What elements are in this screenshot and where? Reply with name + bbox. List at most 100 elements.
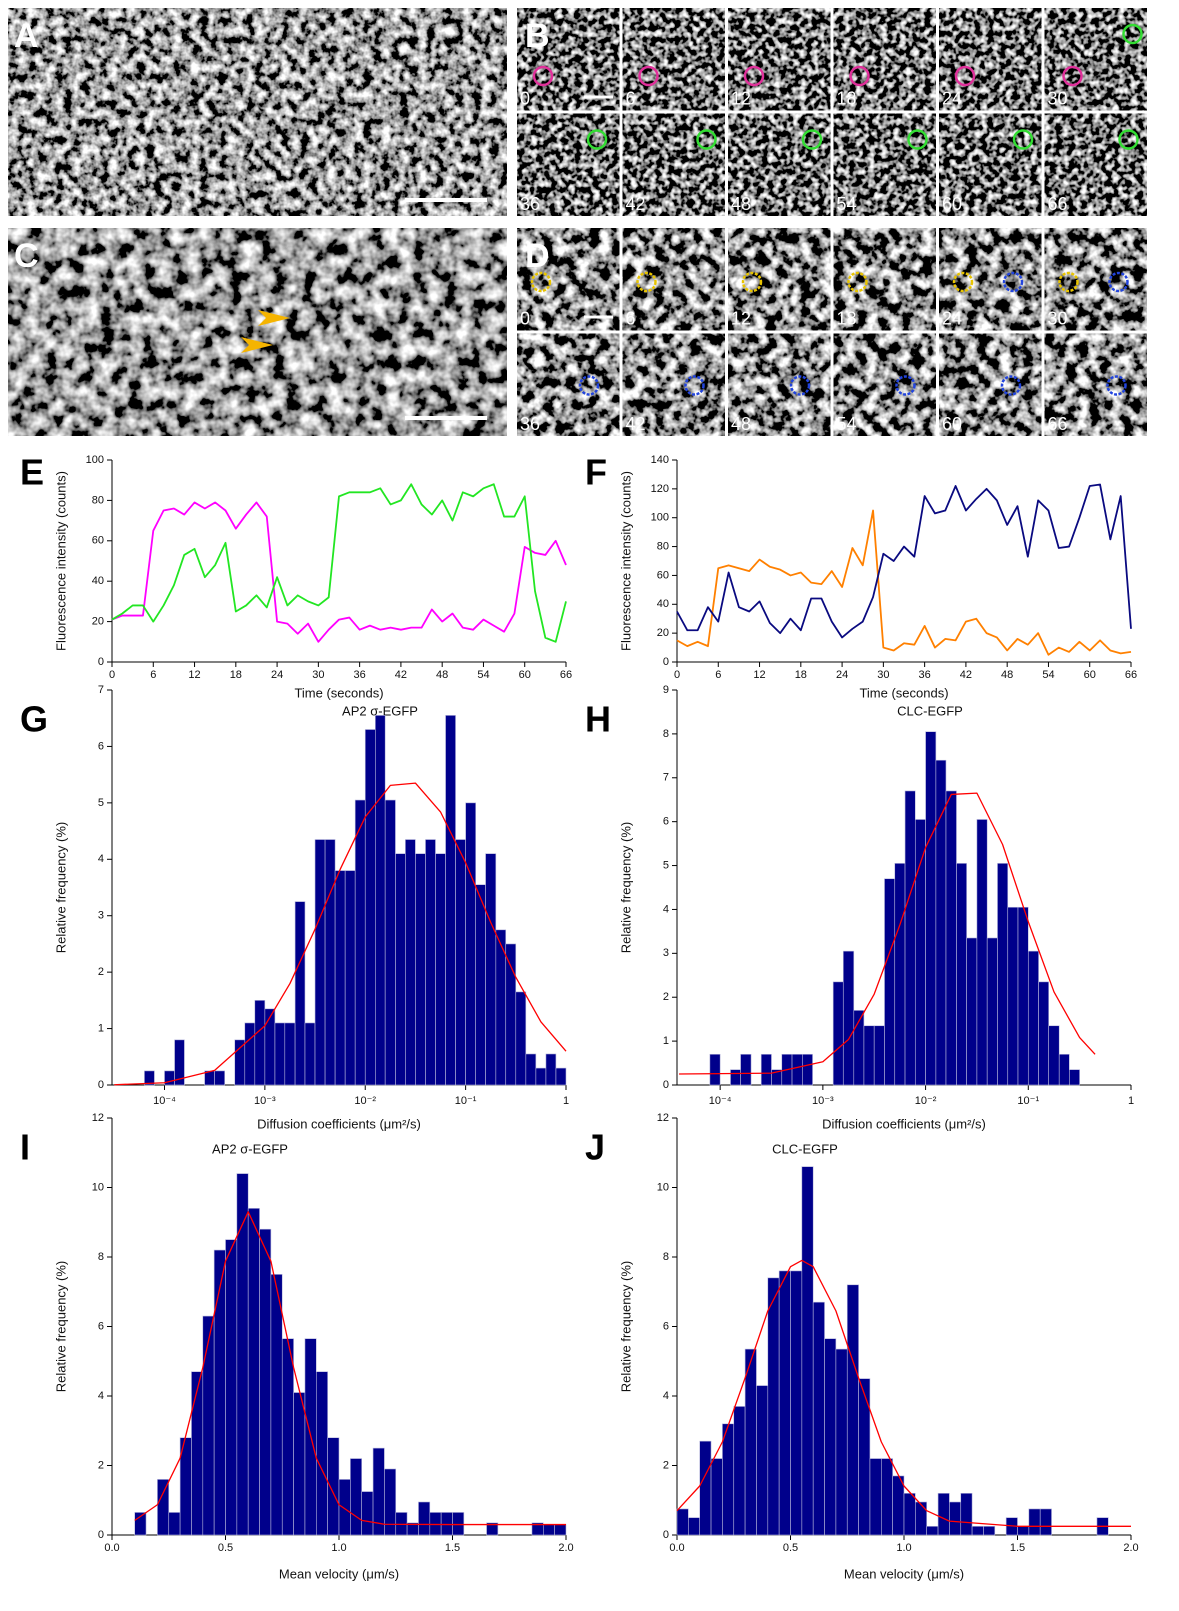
histogram-bar	[225, 1239, 238, 1536]
x-tick-label: 10⁻³	[254, 1095, 276, 1107]
x-tick-label: 2.0	[1123, 1542, 1138, 1554]
y-tick-label: 6	[98, 1320, 104, 1332]
frame-image	[517, 228, 620, 331]
frame-image	[728, 8, 831, 111]
chart-title: CLC-EGFP	[897, 703, 963, 718]
histogram-bar	[418, 1501, 431, 1536]
frame-image	[517, 113, 620, 216]
x-tick-label: 66	[560, 669, 572, 681]
fit-curve	[676, 1259, 1131, 1527]
histogram-bar	[710, 1458, 723, 1536]
y-tick-label: 2	[663, 1459, 669, 1471]
frame-time: 6	[626, 308, 636, 328]
histogram-bar	[465, 802, 476, 1086]
histogram-bar	[1048, 1025, 1060, 1086]
y-tick-label: 7	[98, 684, 104, 696]
histogram-bar	[812, 1301, 825, 1536]
tracking-circle	[1002, 271, 1024, 293]
histogram-bar	[452, 1512, 465, 1536]
frame-time: 0	[520, 88, 530, 108]
y-tick-label: 2	[663, 991, 669, 1003]
x-tick-label: 10⁻²	[354, 1095, 376, 1107]
histogram-bar	[315, 1371, 328, 1536]
histogram-bar	[174, 1039, 185, 1086]
y-tick-label: 6	[663, 1320, 669, 1332]
frame-image	[939, 228, 1042, 331]
histogram-bar	[842, 950, 855, 1086]
data-line	[676, 483, 1132, 639]
histogram-bar	[880, 1458, 893, 1536]
x-tick-label: 0	[674, 669, 680, 681]
micrograph	[8, 8, 507, 216]
histogram-bar	[168, 1512, 181, 1536]
histogram-bar	[688, 1517, 700, 1536]
y-tick-label: 8	[663, 728, 669, 740]
x-tick-label: 1.5	[1010, 1542, 1025, 1554]
y-tick-label: 2	[98, 966, 104, 978]
tracking-circle	[789, 375, 811, 396]
histogram-bar	[525, 1053, 537, 1086]
histogram-bar	[274, 1022, 286, 1086]
y-tick-label: 4	[663, 903, 669, 915]
frame-image	[939, 333, 1042, 436]
y-tick-label: 4	[98, 1390, 104, 1402]
chart-title: CLC-EGFP	[772, 1141, 838, 1156]
frame-time: 66	[1048, 194, 1068, 214]
frame-image	[622, 228, 725, 331]
frame-time: 6	[626, 88, 636, 108]
y-axis-title: Fluorescence intensity (counts)	[53, 471, 68, 651]
frame-image	[622, 8, 725, 111]
frame-time: 30	[1048, 308, 1068, 328]
histogram-bar	[760, 1053, 772, 1086]
x-tick-label: 10⁻²	[915, 1095, 937, 1107]
sequence-background	[517, 228, 1147, 436]
x-tick-label: 0	[109, 669, 115, 681]
panel-letter: E	[20, 452, 44, 493]
y-tick-label: 12	[657, 1112, 669, 1124]
frame-time: 0	[520, 308, 530, 328]
histogram-bar	[863, 1025, 875, 1086]
y-axis-title: Relative frequency (%)	[618, 822, 633, 954]
histogram-bar	[236, 1173, 249, 1536]
histogram-bar	[1069, 1069, 1080, 1086]
histogram-bar	[144, 1070, 155, 1086]
frame-time: 48	[731, 414, 751, 434]
fit-curve	[114, 782, 567, 1086]
histogram-bar	[824, 1338, 837, 1536]
histogram-bar	[858, 1378, 871, 1536]
histogram-bar	[790, 1270, 803, 1536]
frame-time: 54	[837, 414, 857, 434]
histogram-bar	[1058, 1053, 1070, 1086]
frame-time: 30	[1048, 88, 1068, 108]
histogram-bar	[334, 870, 346, 1086]
frame-image	[517, 8, 620, 111]
x-tick-label: 24	[836, 669, 848, 681]
tracking-circle	[530, 271, 552, 293]
panel-letter: I	[20, 1127, 30, 1168]
histogram-bar	[976, 819, 988, 1086]
tracking-circle	[952, 271, 974, 293]
histogram-bar	[281, 1338, 294, 1536]
histogram-bar	[1038, 981, 1049, 1086]
y-tick-label: 100	[86, 454, 104, 466]
histogram-bar	[247, 1208, 260, 1536]
histogram-bar	[191, 1371, 204, 1536]
x-tick-label: 10⁻³	[812, 1095, 834, 1107]
histogram-bar	[767, 1277, 780, 1536]
tracking-circle	[1122, 23, 1143, 45]
histogram-bar	[384, 799, 396, 1086]
histogram-bar	[294, 901, 306, 1086]
histogram-bar	[354, 799, 366, 1086]
histogram-bar	[676, 1508, 689, 1536]
y-tick-label: 1	[98, 1022, 104, 1034]
y-tick-label: 0	[98, 1529, 104, 1541]
x-tick-label: 1.0	[331, 1542, 346, 1554]
y-axis-title: Relative frequency (%)	[53, 822, 68, 954]
panel-letter: C	[14, 237, 39, 275]
y-tick-label: 3	[98, 910, 104, 922]
histogram-bar	[515, 991, 527, 1086]
y-tick-label: 40	[92, 575, 104, 587]
panel-letter: F	[585, 452, 607, 493]
y-tick-label: 3	[663, 947, 669, 959]
frame-image	[622, 333, 725, 436]
